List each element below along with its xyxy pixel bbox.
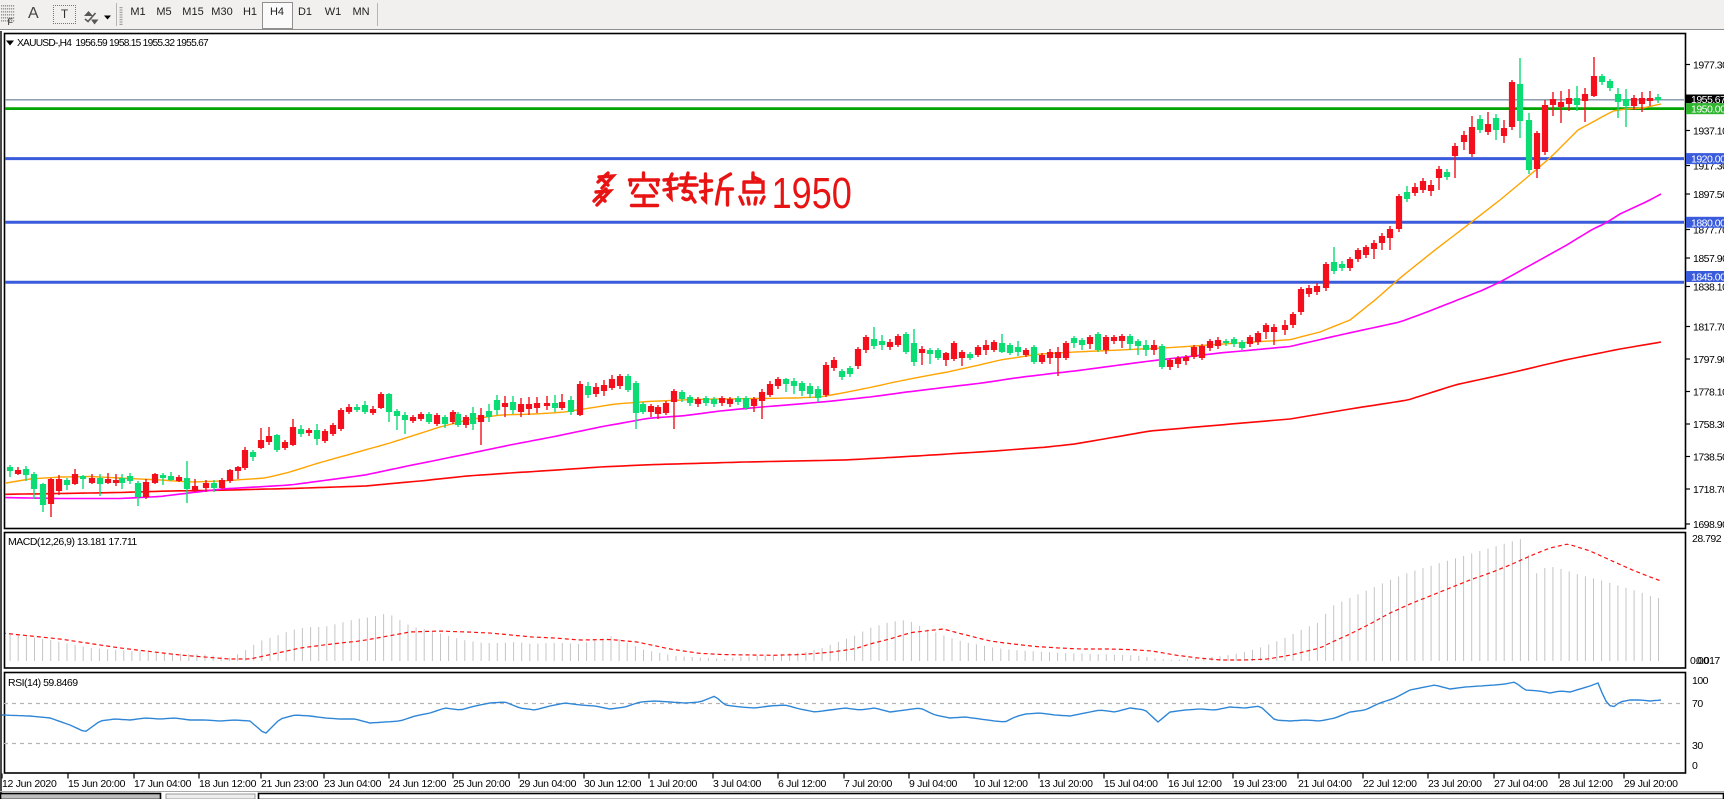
svg-text:1718.70: 1718.70 xyxy=(1693,484,1724,496)
svg-text:13 Jul 20:00: 13 Jul 20:00 xyxy=(1039,778,1093,790)
svg-text:1797.90: 1797.90 xyxy=(1693,354,1724,366)
svg-text:1698.90: 1698.90 xyxy=(1693,519,1724,531)
svg-text:19 Jul 23:00: 19 Jul 23:00 xyxy=(1233,778,1287,790)
svg-text:27 Jul 04:00: 27 Jul 04:00 xyxy=(1494,778,1548,790)
svg-text:3 Jul 04:00: 3 Jul 04:00 xyxy=(713,778,762,790)
svg-text:0.017: 0.017 xyxy=(1696,655,1720,667)
svg-text:XAUUSD-,H4 1956.59 1958.15 19: XAUUSD-,H4 1956.59 1958.15 1955.32 1955.… xyxy=(17,38,209,49)
svg-text:25 Jun 20:00: 25 Jun 20:00 xyxy=(453,778,511,790)
svg-text:24 Jun 12:00: 24 Jun 12:00 xyxy=(389,778,447,790)
svg-text:0: 0 xyxy=(1692,760,1698,772)
svg-text:10 Jul 12:00: 10 Jul 12:00 xyxy=(974,778,1028,790)
svg-text:70: 70 xyxy=(1692,698,1703,710)
svg-text:18 Jun 12:00: 18 Jun 12:00 xyxy=(199,778,257,790)
svg-text:1955.67: 1955.67 xyxy=(1691,94,1724,106)
svg-text:15 Jul 04:00: 15 Jul 04:00 xyxy=(1104,778,1158,790)
svg-text:23 Jul 20:00: 23 Jul 20:00 xyxy=(1428,778,1482,790)
svg-text:16 Jul 12:00: 16 Jul 12:00 xyxy=(1168,778,1222,790)
svg-text:1977.30: 1977.30 xyxy=(1693,60,1724,72)
svg-text:28.792: 28.792 xyxy=(1692,533,1722,545)
svg-text:1 Jul 20:00: 1 Jul 20:00 xyxy=(649,778,698,790)
svg-text:6 Jul 12:00: 6 Jul 12:00 xyxy=(778,778,827,790)
svg-text:9 Jul 04:00: 9 Jul 04:00 xyxy=(909,778,958,790)
svg-text:1838.10: 1838.10 xyxy=(1693,282,1724,294)
svg-text:30: 30 xyxy=(1692,740,1703,752)
svg-text:1738.50: 1738.50 xyxy=(1693,452,1724,464)
svg-text:1758.30: 1758.30 xyxy=(1693,419,1724,431)
svg-text:22 Jul 12:00: 22 Jul 12:00 xyxy=(1363,778,1417,790)
svg-text:1845.00: 1845.00 xyxy=(1691,272,1724,284)
svg-text:100: 100 xyxy=(1692,675,1709,687)
svg-text:12 Jun 2020: 12 Jun 2020 xyxy=(2,778,57,790)
svg-text:1920.00: 1920.00 xyxy=(1691,154,1724,166)
svg-text:MACD(12,26,9) 13.181 17.711: MACD(12,26,9) 13.181 17.711 xyxy=(8,536,137,548)
svg-text:RSI(14) 59.8469: RSI(14) 59.8469 xyxy=(8,677,78,689)
svg-text:1950.00: 1950.00 xyxy=(1691,104,1724,116)
svg-text:1778.10: 1778.10 xyxy=(1693,387,1724,399)
svg-text:1937.10: 1937.10 xyxy=(1693,126,1724,138)
svg-text:7 Jul 20:00: 7 Jul 20:00 xyxy=(844,778,893,790)
svg-text:29 Jul 20:00: 29 Jul 20:00 xyxy=(1624,778,1678,790)
svg-text:28 Jul 12:00: 28 Jul 12:00 xyxy=(1559,778,1613,790)
svg-text:17 Jun 04:00: 17 Jun 04:00 xyxy=(134,778,192,790)
svg-text:23 Jun 04:00: 23 Jun 04:00 xyxy=(324,778,382,790)
svg-text:1817.70: 1817.70 xyxy=(1693,322,1724,334)
svg-text:21 Jul 04:00: 21 Jul 04:00 xyxy=(1298,778,1352,790)
svg-text:1880.00: 1880.00 xyxy=(1691,217,1724,229)
svg-text:30 Jun 12:00: 30 Jun 12:00 xyxy=(584,778,642,790)
svg-text:15 Jun 20:00: 15 Jun 20:00 xyxy=(68,778,126,790)
svg-text:0.00: 0.00 xyxy=(1690,655,1709,667)
svg-text:1897.50: 1897.50 xyxy=(1693,189,1724,201)
svg-text:1950: 1950 xyxy=(772,169,852,218)
svg-text:F: F xyxy=(8,17,14,27)
svg-text:29 Jun 04:00: 29 Jun 04:00 xyxy=(519,778,577,790)
svg-text:1857.90: 1857.90 xyxy=(1693,253,1724,265)
svg-text:21 Jun 23:00: 21 Jun 23:00 xyxy=(261,778,319,790)
